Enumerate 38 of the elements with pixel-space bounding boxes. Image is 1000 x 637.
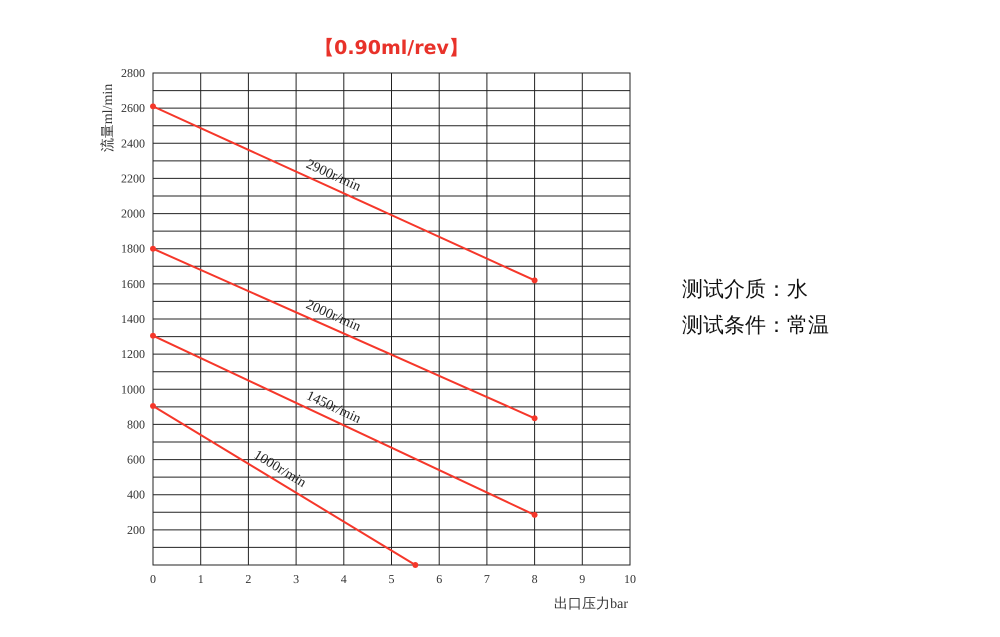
point <box>150 103 156 110</box>
point <box>532 512 538 518</box>
y-tick-label: 2400 <box>121 136 145 150</box>
y-tick-label: 200 <box>127 522 145 537</box>
text: 测试条件：常温 <box>682 313 829 337</box>
y-tick-label: 800 <box>127 417 145 432</box>
y-tick-label: 1000 <box>121 382 145 396</box>
x-tick-label: 1 <box>198 572 204 586</box>
y-tick-label: 2600 <box>121 101 145 116</box>
y-tick-label: 1600 <box>121 276 145 291</box>
point <box>532 415 538 422</box>
y-tick-label: 1200 <box>121 347 145 362</box>
chart-title: 【0.90ml/rev】 <box>315 37 468 59</box>
x-tick-label: 4 <box>340 572 347 586</box>
x-tick-label: 0 <box>150 572 156 586</box>
x-tick-label: 7 <box>484 572 490 586</box>
x-tick-label: 9 <box>579 572 586 586</box>
y-tick-label: 2000 <box>121 206 145 221</box>
y-tick-label: 1800 <box>121 242 145 256</box>
y-tick-label: 2200 <box>121 171 145 186</box>
y-tick-label: 400 <box>127 488 145 502</box>
point <box>150 332 156 339</box>
text: 测试介质：水 <box>682 277 808 301</box>
y-tick-label: 600 <box>127 452 145 467</box>
x-tick-label: 2 <box>245 572 252 586</box>
point <box>150 402 156 409</box>
x-tick-label: 10 <box>624 572 636 586</box>
point <box>532 277 538 284</box>
x-tick-label: 6 <box>436 572 442 586</box>
x-tick-label: 5 <box>388 572 394 586</box>
x-tick-label: 3 <box>293 572 300 586</box>
y-tick-label: 2800 <box>121 66 145 80</box>
point <box>412 562 418 568</box>
x-axis-title: 出口压力bar <box>554 596 628 612</box>
y-tick-label: 1400 <box>121 312 145 326</box>
x-tick-label: 8 <box>532 572 538 586</box>
y-axis-title: 流量ml/min <box>100 84 116 152</box>
point <box>150 246 156 252</box>
